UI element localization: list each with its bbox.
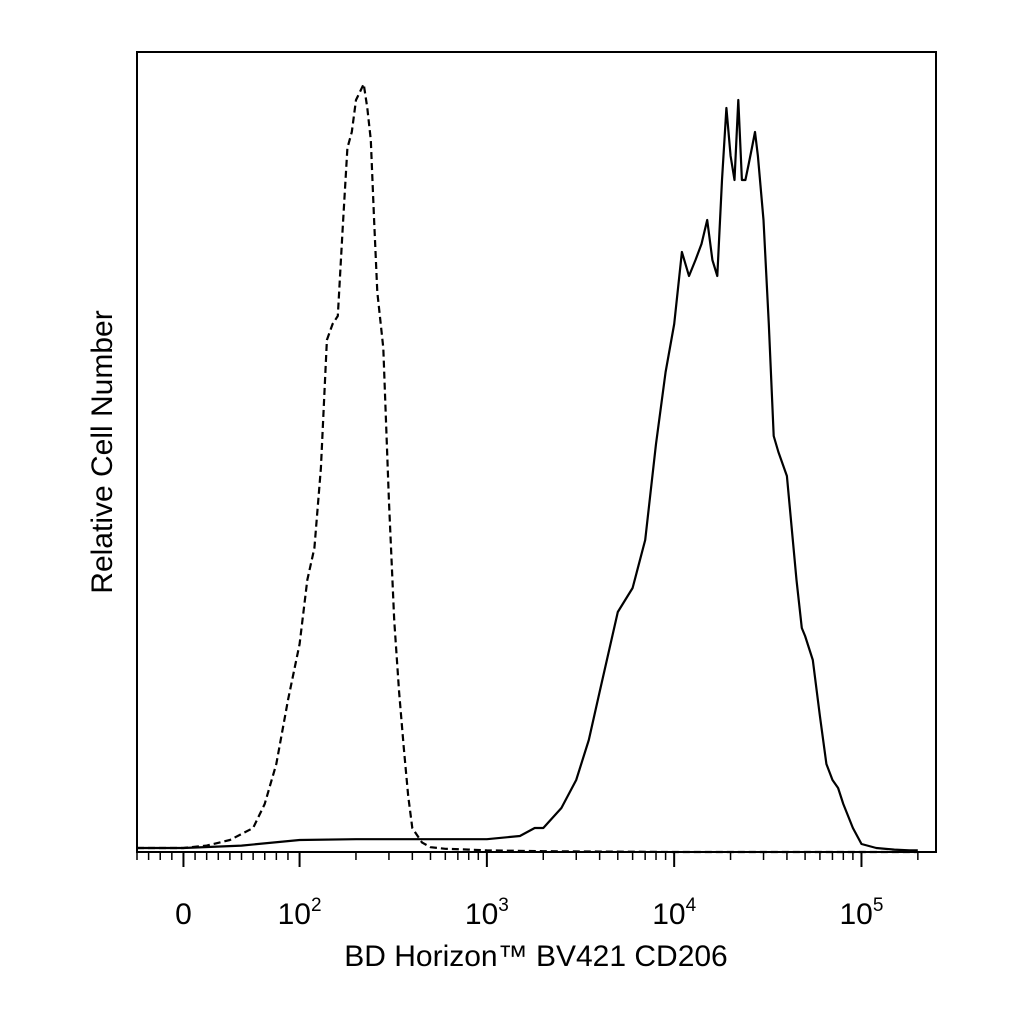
x-tick-label: 103	[465, 895, 509, 931]
x-major-ticks	[182, 852, 863, 867]
y-axis-title: Relative Cell Number	[86, 310, 119, 593]
cd206-stained-histogram	[137, 98, 918, 852]
x-tick-label: 105	[839, 895, 883, 931]
x-tick-labels: 0 102 103 104 105	[175, 895, 883, 931]
series-layer	[137, 82, 918, 854]
x-tick-label: 104	[652, 895, 696, 931]
x-minor-ticks	[136, 852, 919, 860]
x-axis-title: BD Horizon™ BV421 CD206	[344, 940, 728, 973]
isotype-control-histogram	[137, 82, 918, 854]
x-tick-label: 0	[175, 898, 192, 931]
plot-frame	[136, 51, 937, 853]
x-tick-label: 102	[278, 895, 322, 931]
